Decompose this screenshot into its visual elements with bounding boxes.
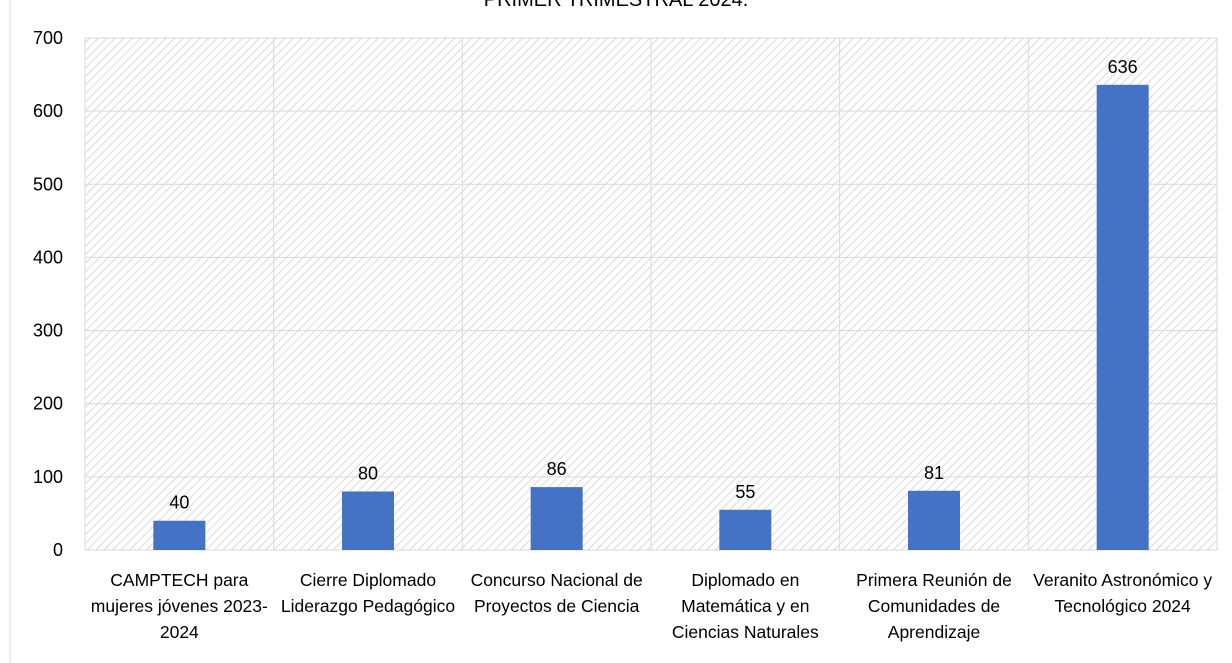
data-label: 55 <box>735 482 755 502</box>
bar <box>530 487 583 550</box>
bar <box>908 490 960 550</box>
bar <box>1096 84 1149 550</box>
y-tick-label: 200 <box>33 394 63 414</box>
data-label: 636 <box>1108 57 1138 77</box>
x-tick-label: Veranito Astronómico y Tecnológico 2024 <box>1033 570 1213 616</box>
x-tick-label: CAMPTECH para mujeres jóvenes 2023-2024 <box>90 570 268 642</box>
bar <box>719 509 772 550</box>
y-tick-label: 100 <box>33 467 63 487</box>
y-tick-label: 400 <box>33 247 63 267</box>
x-tick-label: Cierre Diplomado Liderazgo Pedagógico <box>280 570 456 616</box>
x-tick-label: Concurso Nacional de Proyectos de Cienci… <box>470 570 643 616</box>
data-label: 86 <box>547 459 567 479</box>
y-tick-label: 300 <box>33 321 63 341</box>
y-tick-label: 600 <box>33 101 63 121</box>
bar <box>342 491 394 550</box>
data-label: 40 <box>169 493 189 513</box>
chart-title: PRIMER TRIMESTRAL 2024. <box>484 0 749 11</box>
y-tick-label: 500 <box>33 174 63 194</box>
data-label: 81 <box>924 463 944 483</box>
y-tick-label: 700 <box>33 28 63 48</box>
bar <box>153 520 206 550</box>
y-tick-label: 0 <box>53 540 63 560</box>
x-tick-label: Primera Reunión de Comunidades de Aprend… <box>856 570 1012 642</box>
data-label: 80 <box>358 463 378 483</box>
x-tick-label: Diplomado en Matemática y en Ciencias Na… <box>671 570 819 642</box>
